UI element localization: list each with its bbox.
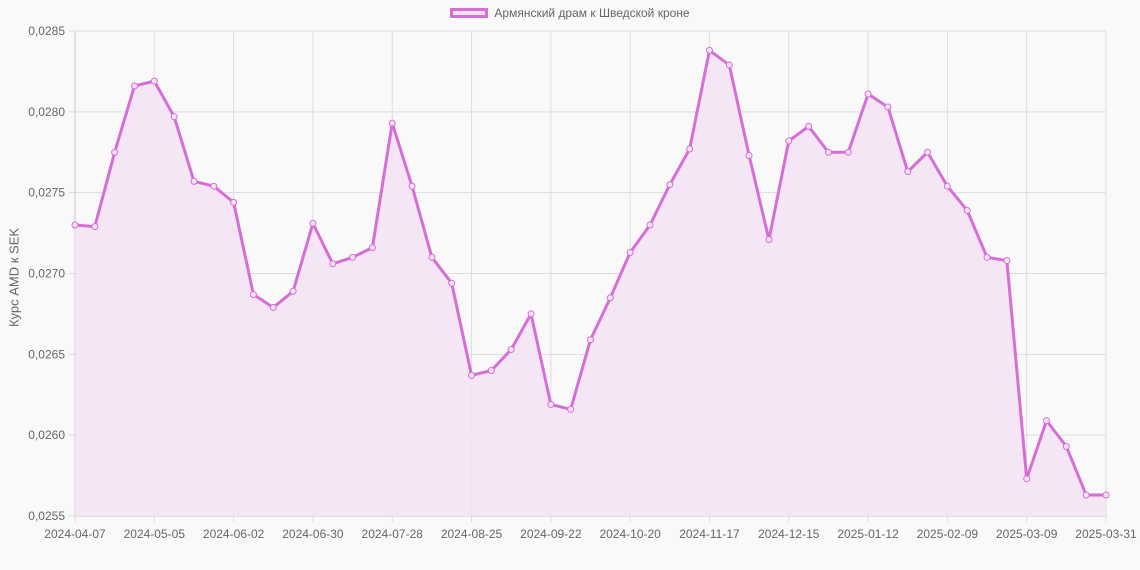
- data-point[interactable]: [487, 367, 495, 374]
- data-point[interactable]: [111, 148, 119, 156]
- legend-swatch-icon: [450, 8, 489, 18]
- data-point[interactable]: [666, 181, 674, 189]
- y-tick-label: 0,0275: [28, 186, 65, 200]
- data-point[interactable]: [368, 244, 376, 252]
- data-point[interactable]: [170, 113, 178, 121]
- data-point[interactable]: [844, 148, 852, 156]
- data-point[interactable]: [824, 148, 832, 156]
- data-point[interactable]: [805, 122, 813, 130]
- data-point[interactable]: [606, 294, 614, 302]
- x-tick-label: 2024-09-22: [520, 527, 582, 541]
- data-point[interactable]: [468, 371, 476, 379]
- data-point[interactable]: [130, 82, 138, 90]
- x-tick-label: 2024-06-30: [282, 527, 344, 541]
- data-point[interactable]: [1003, 257, 1011, 265]
- data-point[interactable]: [547, 400, 555, 408]
- data-point[interactable]: [626, 248, 634, 256]
- y-tick-label: 0,0285: [28, 24, 65, 38]
- x-tick-label: 2024-05-05: [124, 527, 186, 541]
- x-tick-label: 2025-03-09: [996, 527, 1058, 541]
- data-point[interactable]: [963, 206, 971, 214]
- y-tick-label: 0,0280: [28, 105, 65, 119]
- x-tick-label: 2025-03-31: [1075, 527, 1137, 541]
- data-point[interactable]: [1102, 491, 1110, 499]
- x-tick-label: 2024-06-02: [203, 527, 265, 541]
- data-point[interactable]: [705, 46, 713, 54]
- data-point[interactable]: [210, 182, 218, 190]
- legend-label: Армянский драм к Шведской кроне: [494, 6, 690, 20]
- data-point[interactable]: [527, 310, 535, 318]
- data-point[interactable]: [745, 151, 753, 159]
- data-point[interactable]: [150, 77, 158, 85]
- data-point[interactable]: [230, 198, 238, 206]
- legend[interactable]: Армянский драм к Шведской кроне: [0, 6, 1140, 20]
- data-point[interactable]: [289, 287, 297, 295]
- data-point[interactable]: [329, 260, 337, 268]
- data-point[interactable]: [587, 336, 594, 344]
- area-fill: [75, 50, 1106, 517]
- data-point[interactable]: [785, 137, 793, 145]
- data-point[interactable]: [91, 223, 99, 231]
- data-point[interactable]: [924, 148, 932, 156]
- data-point[interactable]: [567, 405, 575, 413]
- y-tick-label: 0,0255: [28, 509, 65, 523]
- data-point[interactable]: [349, 253, 357, 261]
- data-point[interactable]: [725, 61, 733, 69]
- data-point[interactable]: [884, 103, 892, 111]
- data-point[interactable]: [448, 279, 456, 287]
- data-point[interactable]: [646, 221, 654, 229]
- data-point[interactable]: [507, 345, 515, 353]
- y-tick-label: 0,0270: [28, 267, 65, 281]
- data-point[interactable]: [71, 221, 79, 229]
- x-tick-label: 2024-11-17: [679, 527, 740, 541]
- y-tick-label: 0,0260: [28, 428, 65, 442]
- x-tick-label: 2024-08-25: [441, 527, 503, 541]
- x-tick-label: 2024-12-15: [758, 527, 820, 541]
- data-point[interactable]: [1023, 475, 1031, 483]
- x-tick-label: 2024-10-20: [599, 527, 661, 541]
- data-point[interactable]: [249, 291, 257, 299]
- data-point[interactable]: [388, 119, 396, 127]
- data-point[interactable]: [864, 90, 872, 98]
- y-tick-label: 0,0265: [28, 347, 65, 361]
- data-point[interactable]: [1043, 417, 1051, 425]
- data-point[interactable]: [428, 253, 436, 261]
- x-tick-label: 2025-02-09: [917, 527, 979, 541]
- data-point[interactable]: [269, 303, 277, 311]
- data-point[interactable]: [408, 182, 416, 190]
- data-point[interactable]: [904, 168, 912, 176]
- x-tick-label: 2025-01-12: [837, 527, 899, 541]
- data-point[interactable]: [686, 145, 694, 153]
- data-point[interactable]: [190, 177, 198, 185]
- data-point[interactable]: [1082, 491, 1090, 499]
- data-point[interactable]: [765, 236, 773, 244]
- data-point[interactable]: [309, 219, 317, 227]
- x-tick-label: 2024-07-28: [362, 527, 424, 541]
- data-point[interactable]: [943, 182, 951, 190]
- x-tick-label: 2024-04-07: [44, 527, 106, 541]
- data-point[interactable]: [983, 253, 991, 261]
- data-point[interactable]: [1062, 442, 1070, 450]
